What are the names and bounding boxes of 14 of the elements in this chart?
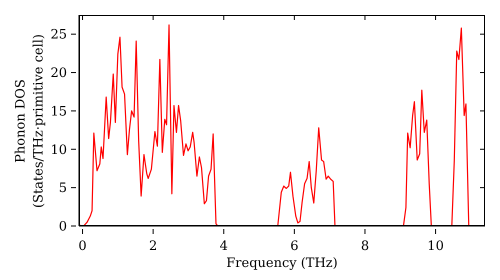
- x-tick-label: 0: [78, 239, 87, 254]
- x-tick-label: 4: [220, 239, 228, 254]
- y-tick-label: 15: [50, 104, 67, 120]
- x-tick-label: 10: [427, 239, 444, 254]
- y-tick-label: 0: [58, 220, 67, 234]
- y-axis-title: Phonon DOS (States/THz·primitive cell): [12, 32, 47, 210]
- x-tick-label: 8: [360, 239, 370, 254]
- y-tick-label: 5: [58, 181, 67, 196]
- x-tick-label: 6: [290, 239, 298, 254]
- y-tick-label: 10: [50, 142, 67, 158]
- y-tick-label: 20: [50, 66, 67, 82]
- x-tick-label: 2: [149, 239, 158, 254]
- x-axis-title: Frequency (THz): [225, 256, 339, 271]
- y-tick-label: 25: [50, 28, 67, 43]
